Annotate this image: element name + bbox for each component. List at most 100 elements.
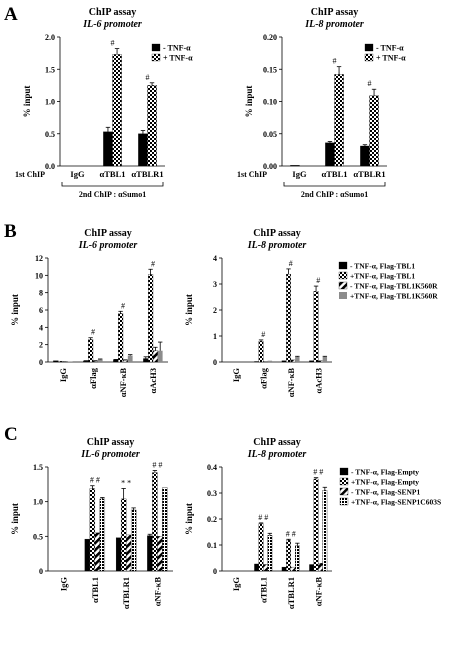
- bar: [152, 350, 158, 363]
- category-label: αTBL1: [258, 577, 268, 603]
- category-label: IgG: [231, 577, 241, 592]
- y-tick-label: 0.3: [207, 489, 217, 498]
- bar: [254, 361, 259, 363]
- legend-label: +TNF-α, Flag-SENP1C603S: [351, 498, 441, 507]
- y-tick-label: 3: [213, 280, 217, 289]
- y-tick-label: 0.05: [263, 130, 277, 139]
- bar: [281, 360, 287, 363]
- legend-swatch: [364, 53, 374, 62]
- y-tick-label: 4: [213, 254, 217, 263]
- category-label: αAcH3: [148, 368, 158, 394]
- bar: [58, 360, 64, 363]
- y-tick-label: 2: [213, 306, 217, 315]
- bar: [97, 359, 103, 362]
- category-label: αNF-κB: [286, 368, 296, 398]
- bar: [267, 360, 273, 362]
- bar: [94, 532, 101, 572]
- y-tick-label: 4: [39, 323, 43, 332]
- y-tick-label: 0: [39, 358, 43, 367]
- y-tick-label: 0.10: [263, 98, 277, 107]
- chart-subtitle: IL-8 promoter: [247, 240, 307, 251]
- category-label: αTBLR1: [286, 577, 296, 609]
- bar: [157, 350, 163, 362]
- y-tick-label: 0.4: [207, 463, 217, 472]
- significance-mark: * *: [121, 478, 131, 487]
- bar: [334, 74, 344, 167]
- bar: [258, 523, 264, 572]
- bar: [369, 95, 379, 167]
- bar: [325, 142, 335, 167]
- legend-swatch: [151, 43, 161, 52]
- second-chip-label: 2nd ChIP : αSumo1: [79, 190, 146, 199]
- y-tick-label: 8: [39, 289, 43, 298]
- bar: [162, 487, 168, 572]
- significance-mark: # #: [152, 460, 162, 469]
- legend-label: - TNF-α, Flag-SENP1: [351, 488, 421, 497]
- legend-swatch: [338, 271, 348, 280]
- significance-mark: # #: [313, 468, 323, 477]
- bar: [258, 341, 264, 363]
- bar: [318, 563, 323, 572]
- bar: [290, 566, 296, 572]
- y-tick-label: 1.0: [33, 498, 43, 507]
- bar: [294, 545, 300, 572]
- significance-mark: # #: [258, 513, 268, 522]
- y-tick-label: 0: [213, 358, 217, 367]
- bar: [267, 535, 273, 572]
- chart-title: ChIP assay: [253, 437, 301, 448]
- legend-swatch: [151, 53, 161, 62]
- y-tick-label: 0.5: [33, 532, 43, 541]
- category-label: αTBLR1: [121, 577, 131, 609]
- legend-label: +TNF-α, Flag-TBL1: [350, 272, 415, 281]
- legend-label: - TNF-α: [163, 44, 191, 53]
- panel-letter-c: C: [4, 424, 18, 445]
- chart-title: ChIP assay: [84, 228, 132, 239]
- bar: [112, 54, 122, 167]
- y-tick-label: 0.0: [45, 162, 55, 171]
- legend-label: +TNF-α, Flag-TBL1K560R: [350, 292, 438, 301]
- legend-swatch: [339, 497, 349, 506]
- bar: [286, 273, 291, 363]
- bar: [138, 133, 148, 167]
- legend-label: - TNF-α, Flag-TBL1K560R: [350, 282, 438, 291]
- y-tick-label: 0.20: [263, 33, 277, 42]
- chart-subtitle: IL-6 promoter: [80, 449, 140, 460]
- bar: [92, 360, 98, 363]
- bar: [313, 478, 319, 572]
- bar: [254, 563, 259, 572]
- bar: [83, 360, 89, 363]
- bar: [53, 360, 59, 363]
- chart-title: ChIP assay: [311, 7, 359, 18]
- category-label: IgG: [59, 577, 69, 592]
- bar: [125, 534, 132, 572]
- significance-mark: # #: [90, 476, 100, 485]
- legend-label: - TNF-α, Flag-TBL1: [350, 262, 415, 271]
- panel-letter-a: A: [4, 4, 18, 25]
- y-tick-label: 12: [35, 254, 43, 263]
- legend-label: + TNF-α: [376, 54, 406, 63]
- y-tick-label: 2.0: [45, 33, 55, 42]
- panel-letter-b: B: [4, 221, 17, 242]
- bar: [322, 356, 328, 362]
- significance-mark: #: [121, 301, 125, 310]
- category-label: αAcH3: [313, 368, 323, 394]
- legend-label: - TNF-α: [376, 44, 404, 53]
- bar: [147, 535, 153, 572]
- y-tick-label: 1.5: [33, 463, 43, 472]
- chart-title: ChIP assay: [87, 437, 135, 448]
- bar: [263, 564, 268, 572]
- category-label: αFlag: [88, 367, 98, 389]
- bar: [286, 539, 291, 572]
- legend-label: + TNF-α: [163, 54, 193, 63]
- bar: [147, 85, 157, 167]
- significance-mark: #: [91, 328, 95, 337]
- legend-swatch: [339, 292, 347, 299]
- bar: [143, 358, 149, 363]
- chart-subtitle: IL-8 promoter: [304, 19, 364, 30]
- significance-mark: #: [368, 79, 372, 88]
- significance-mark: #: [289, 259, 293, 268]
- y-tick-label: 10: [35, 271, 43, 280]
